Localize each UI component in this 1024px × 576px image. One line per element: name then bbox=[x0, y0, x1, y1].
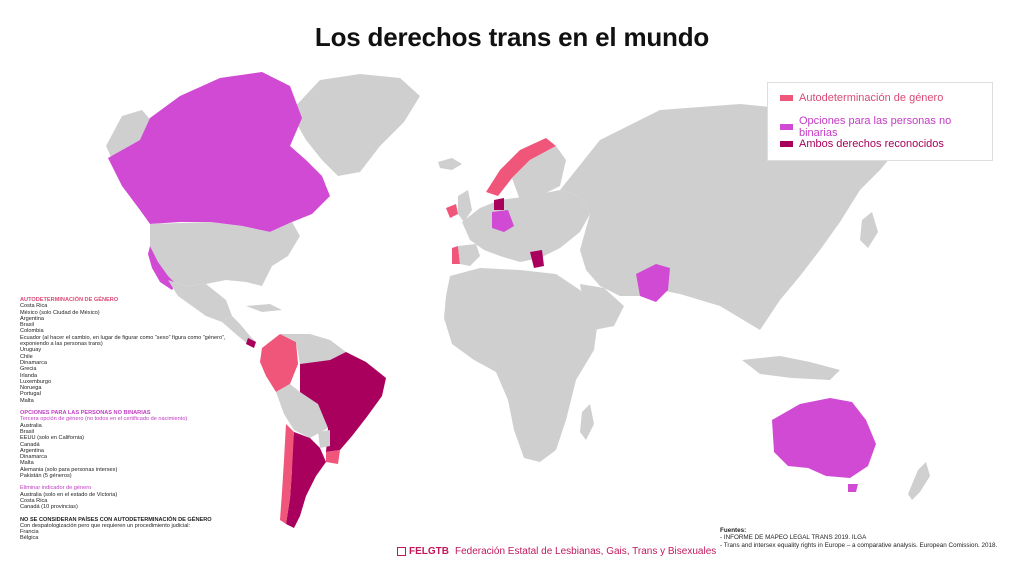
list-item: Australia (solo en el estado de Victoria… bbox=[20, 491, 118, 498]
list-item: Dinamarca bbox=[20, 359, 48, 366]
greenland[interactable] bbox=[290, 74, 420, 176]
list-item: Brasil bbox=[20, 322, 34, 329]
ireland[interactable] bbox=[446, 204, 458, 218]
not-considered-list: Francia Bélgica bbox=[20, 529, 250, 542]
sources: Fuentes: - INFORME DE MAPEO LEGAL TRANS … bbox=[720, 527, 997, 549]
spain[interactable] bbox=[458, 244, 480, 266]
tasmania[interactable] bbox=[848, 484, 858, 492]
peru-bolivia[interactable] bbox=[276, 384, 328, 438]
list-item: Portugal bbox=[20, 391, 41, 398]
map-legend: Autodeterminación de género Opciones par… bbox=[767, 82, 993, 161]
germany[interactable] bbox=[492, 210, 514, 232]
legend-swatch-icon bbox=[780, 95, 793, 101]
greece[interactable] bbox=[530, 250, 544, 268]
california[interactable] bbox=[148, 246, 176, 290]
mexico[interactable] bbox=[168, 280, 232, 322]
sweden-finland[interactable] bbox=[512, 146, 566, 200]
list-item: Malta bbox=[20, 460, 34, 467]
legend-item-self-determination: Autodeterminación de género bbox=[780, 92, 943, 104]
madagascar[interactable] bbox=[580, 404, 594, 440]
not-considered-sub: Con despatologización pero que requieren… bbox=[20, 522, 191, 529]
source-item: - Trans and intersex equality rights in … bbox=[720, 541, 998, 549]
argentina[interactable] bbox=[286, 432, 326, 528]
legend-swatch-icon bbox=[780, 124, 793, 130]
legend-swatch-icon bbox=[780, 141, 793, 147]
footer-brand: FELGTB bbox=[409, 546, 449, 557]
list-item: Noruega bbox=[20, 385, 42, 392]
europe[interactable] bbox=[462, 190, 590, 262]
list-item: Grecia bbox=[20, 366, 37, 373]
brazil[interactable] bbox=[300, 352, 386, 452]
indonesia[interactable] bbox=[742, 356, 840, 380]
portugal[interactable] bbox=[452, 246, 460, 264]
list-item: Costa Rica bbox=[20, 497, 48, 504]
uruguay[interactable] bbox=[326, 450, 340, 464]
list-item: Alemania (solo para personas intersex) bbox=[20, 466, 118, 473]
not-considered-header: NO SE CONSIDERAN PAÍSES CON AUTODETERMIN… bbox=[20, 516, 212, 523]
chile[interactable] bbox=[280, 424, 294, 524]
africa[interactable] bbox=[444, 268, 598, 462]
self-det-list: Costa Rica México (solo Ciudad de México… bbox=[20, 303, 250, 404]
japan[interactable] bbox=[860, 212, 878, 248]
list-item: Francia bbox=[20, 529, 39, 536]
footer-org: Federación Estatal de Lesbianas, Gais, T… bbox=[455, 546, 717, 557]
list-item: Malta bbox=[20, 397, 34, 404]
third-option-header: Tercera opción de género (no todos en el… bbox=[20, 416, 188, 423]
nonbinary-header: OPCIONES PARA LAS PERSONAS NO BINARIAS bbox=[20, 410, 151, 417]
list-item: Australia bbox=[20, 422, 42, 429]
australia[interactable] bbox=[772, 398, 876, 478]
third-option-list: Australia Brasil EEUU (solo en Californi… bbox=[20, 423, 250, 480]
legend-label: Autodeterminación de género bbox=[799, 92, 944, 104]
list-item: EEUU (solo en California) bbox=[20, 435, 85, 442]
canada[interactable] bbox=[108, 72, 330, 232]
denmark[interactable] bbox=[494, 198, 504, 210]
central-america[interactable] bbox=[222, 316, 256, 344]
arabian-peninsula[interactable] bbox=[580, 284, 624, 330]
source-item: - INFORME DE MAPEO LEGAL TRANS 2019. ILG… bbox=[720, 534, 867, 542]
sources-header: Fuentes: bbox=[720, 527, 747, 534]
list-item: Pakistán (5 géneros) bbox=[20, 473, 72, 480]
list-item: Bélgica bbox=[20, 535, 39, 542]
footer: FELGTB Federación Estatal de Lesbianas, … bbox=[397, 546, 716, 557]
self-det-header: AUTODETERMINACIÓN DE GÉNERO bbox=[20, 297, 119, 303]
list-item: Uruguay bbox=[20, 347, 42, 354]
legend-item-nonbinary: Opciones para las personas no binarias bbox=[780, 115, 992, 139]
list-item: Irlanda bbox=[20, 372, 38, 379]
list-item: Argentina bbox=[20, 447, 44, 454]
list-item: Canadá (10 provincias) bbox=[20, 504, 78, 511]
page-title: Los derechos trans en el mundo bbox=[314, 22, 710, 52]
list-item: Ecuador (al hacer el cambio, en lugar de… bbox=[20, 334, 226, 348]
paraguay[interactable] bbox=[318, 430, 330, 448]
legend-item-both: Ambos derechos reconocidos bbox=[780, 138, 944, 150]
new-zealand[interactable] bbox=[908, 462, 930, 500]
country-notes: AUTODETERMINACIÓN DE GÉNERO Costa Rica M… bbox=[20, 297, 250, 542]
usa[interactable] bbox=[150, 222, 300, 286]
remove-marker-header: Eliminar indicador de género bbox=[20, 485, 92, 492]
list-item: Colombia bbox=[20, 328, 44, 335]
list-item: Costa Rica bbox=[20, 303, 48, 310]
caribbean[interactable] bbox=[246, 304, 282, 312]
legend-label: Opciones para las personas no binarias bbox=[798, 115, 952, 139]
colombia-ecuador[interactable] bbox=[260, 334, 298, 392]
list-item: Chile bbox=[20, 353, 33, 360]
norway[interactable] bbox=[486, 138, 556, 196]
felgtb-logo-icon bbox=[397, 547, 406, 556]
legend-label: Ambos derechos reconocidos bbox=[799, 138, 944, 150]
list-item: Brasil bbox=[20, 428, 34, 435]
iceland[interactable] bbox=[438, 158, 462, 170]
united-kingdom[interactable] bbox=[458, 190, 472, 222]
costa-rica[interactable] bbox=[246, 338, 256, 348]
list-item: Argentina bbox=[20, 315, 44, 322]
list-item: Luxemburgo bbox=[20, 378, 52, 385]
pakistan[interactable] bbox=[636, 264, 670, 302]
list-item: México (solo Ciudad de México) bbox=[20, 309, 100, 316]
list-item: Canadá bbox=[20, 441, 40, 448]
remove-marker-list: Australia (solo en el estado de Victoria… bbox=[20, 492, 250, 511]
list-item: Dinamarca bbox=[20, 454, 48, 461]
venezuela-guianas[interactable] bbox=[280, 334, 346, 364]
